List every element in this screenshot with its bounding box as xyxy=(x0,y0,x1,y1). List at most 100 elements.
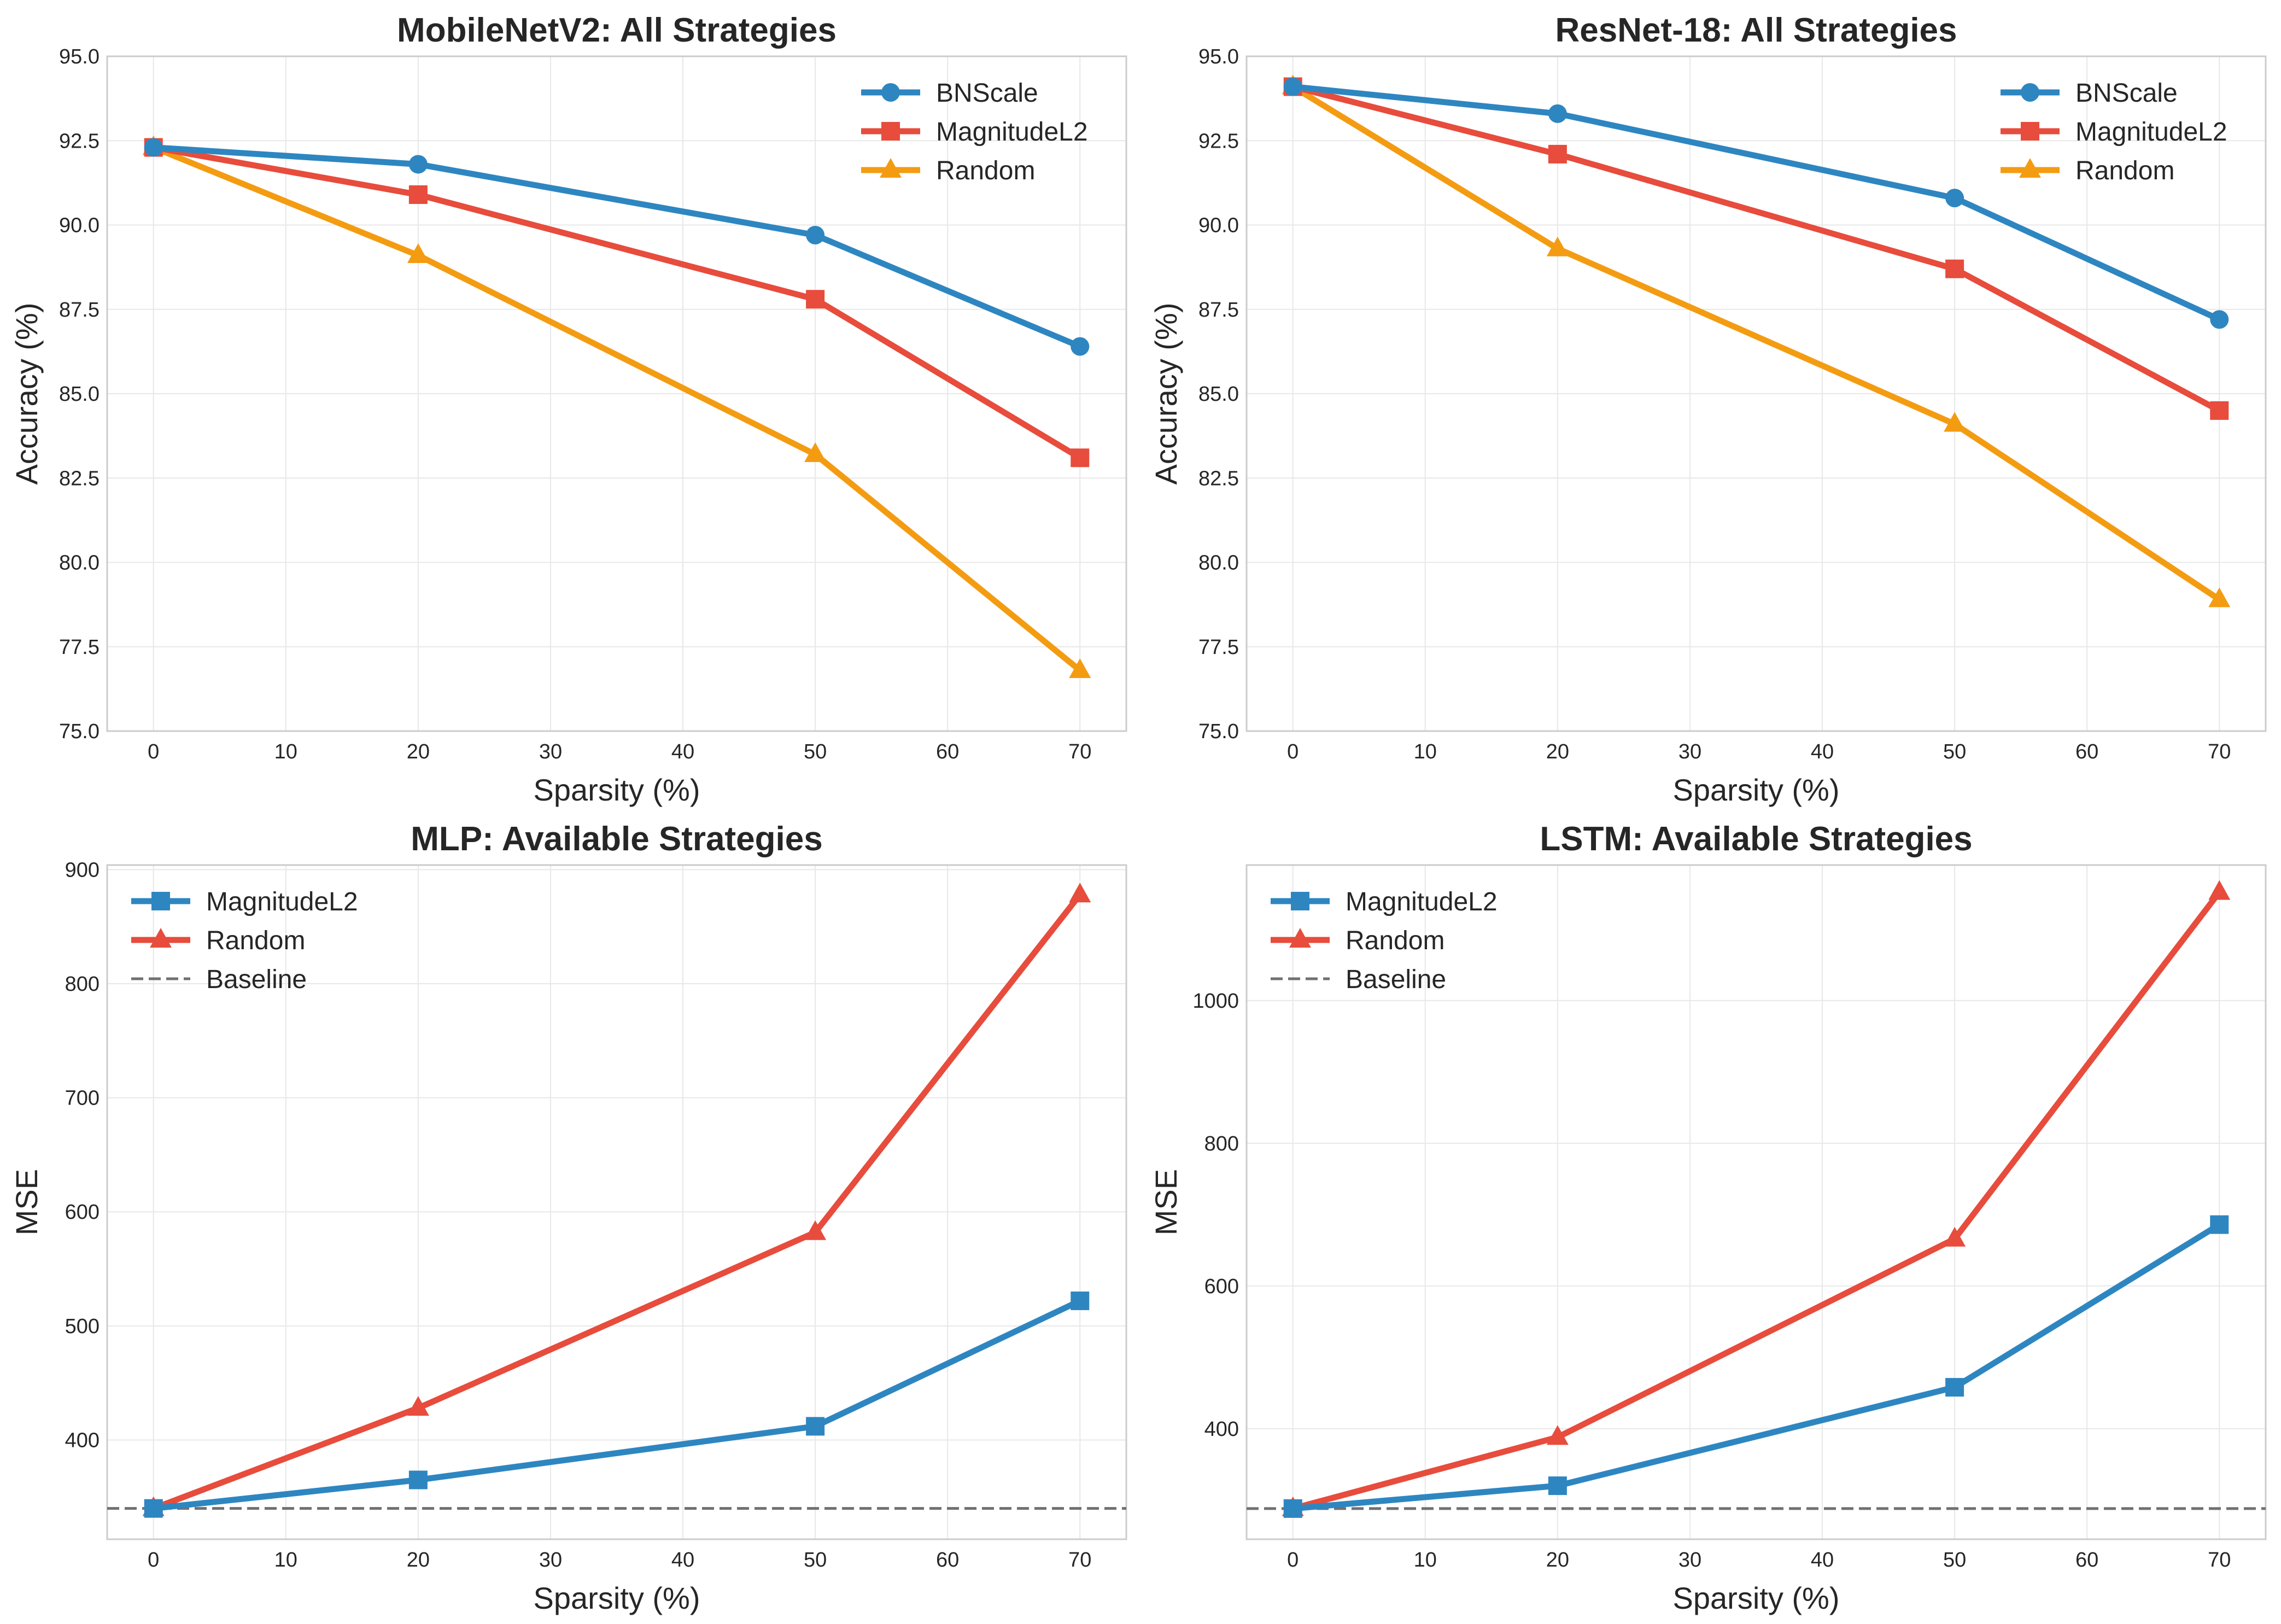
legend-marker xyxy=(151,892,170,910)
axes-frame xyxy=(1245,55,2267,732)
y-tick-label: 400 xyxy=(65,1429,100,1452)
data-point-random xyxy=(1069,883,1091,903)
y-tick-label: 92.5 xyxy=(1198,130,1239,153)
axes-frame xyxy=(106,55,1127,732)
legend-label: BNScale xyxy=(936,79,1038,108)
data-point-magnitudel2 xyxy=(1071,1291,1090,1310)
data-point-random xyxy=(1944,1226,1966,1247)
data-point-magnitudel2 xyxy=(1548,1476,1567,1496)
legend-marker xyxy=(881,122,900,141)
x-tick-label: 50 xyxy=(1943,740,1966,763)
x-tick-label: 0 xyxy=(148,740,159,763)
y-axis-label: Accuracy (%) xyxy=(1149,303,1183,485)
x-tick-label: 0 xyxy=(1287,740,1299,763)
y-axis-label: MSE xyxy=(1149,1169,1183,1235)
legend-label: MagnitudeL2 xyxy=(206,887,358,916)
series-line-random xyxy=(150,144,1083,674)
legend-marker xyxy=(880,158,902,178)
y-tick-label: 80.0 xyxy=(1198,552,1239,575)
x-tick-label: 10 xyxy=(274,740,297,763)
x-tick-label: 40 xyxy=(1811,1549,1834,1572)
data-point-random xyxy=(2208,880,2231,900)
y-tick-label: 85.0 xyxy=(59,383,100,406)
series-line-random xyxy=(1290,84,2222,603)
x-axis-label: Sparsity (%) xyxy=(534,1581,700,1615)
y-tick-label: 800 xyxy=(65,973,100,996)
x-tick-label: 10 xyxy=(1414,740,1437,763)
legend-label: Baseline xyxy=(1346,965,1446,994)
legend: MagnitudeL2 Random Baseline xyxy=(131,887,358,994)
x-tick-label: 70 xyxy=(2208,1549,2231,1572)
series-line-random xyxy=(150,891,1083,1512)
y-axis-label: Accuracy (%) xyxy=(9,303,44,485)
y-tick-label: 85.0 xyxy=(1198,383,1239,406)
legend: MagnitudeL2 Random Baseline xyxy=(1271,887,1498,994)
data-point-magnitudel2 xyxy=(1548,144,1567,163)
x-tick-label: 10 xyxy=(1414,1549,1437,1572)
axes-frame xyxy=(106,864,1127,1540)
legend-marker xyxy=(150,928,172,948)
series-line-bnscale xyxy=(1290,84,2222,323)
chart-title: MobileNetV2: All Strategies xyxy=(397,11,837,49)
data-point-random xyxy=(804,1220,827,1240)
data-point-magnitudel2 xyxy=(1283,1499,1302,1518)
data-point-magnitudel2 xyxy=(408,1470,428,1489)
data-point-random xyxy=(407,1396,429,1416)
data-point-bnscale xyxy=(1548,104,1567,123)
y-tick-label: 900 xyxy=(65,858,100,881)
x-tick-label: 30 xyxy=(539,1549,562,1572)
legend-label: MagnitudeL2 xyxy=(2075,118,2227,147)
legend-label: Baseline xyxy=(206,965,307,994)
chart-panel-2: 0 10 20 30 40 50 60 70 75.0 77.5 80.0 82.5 85.0 87.5 9… xyxy=(1149,11,2267,807)
data-point-random xyxy=(2208,587,2231,607)
series-line-random xyxy=(1290,889,2222,1512)
chart-title: ResNet-18: All Strategies xyxy=(1555,11,1957,49)
legend-marker xyxy=(2021,122,2039,141)
x-tick-label: 20 xyxy=(407,1549,430,1572)
x-tick-label: 60 xyxy=(2075,1549,2098,1572)
data-point-magnitudel2 xyxy=(2210,1215,2229,1234)
y-tick-label: 90.0 xyxy=(59,214,100,237)
y-tick-label: 75.0 xyxy=(59,720,100,743)
y-tick-label: 500 xyxy=(65,1315,100,1338)
y-axis-label: MSE xyxy=(9,1169,44,1235)
y-tick-label: 77.5 xyxy=(1198,636,1239,659)
x-tick-label: 30 xyxy=(1678,1549,1701,1572)
legend: BNScale MagnitudeL2 Random xyxy=(2001,79,2227,185)
data-point-magnitudel2 xyxy=(1945,259,1964,278)
data-point-bnscale xyxy=(408,155,428,174)
legend-marker xyxy=(2021,83,2039,102)
data-point-random xyxy=(1069,658,1091,678)
y-tick-label: 82.5 xyxy=(59,467,100,490)
series-line-magnitudel2 xyxy=(1290,1222,2222,1512)
data-point-magnitudel2 xyxy=(806,290,825,309)
series-line-bnscale xyxy=(150,144,1083,350)
x-tick-label: 50 xyxy=(804,740,827,763)
y-tick-label: 95.0 xyxy=(59,45,100,68)
y-tick-label: 87.5 xyxy=(59,299,100,322)
y-tick-label: 82.5 xyxy=(1198,467,1239,490)
legend-label: Random xyxy=(1346,926,1444,955)
x-tick-label: 40 xyxy=(671,1549,694,1572)
legend-label: BNScale xyxy=(2075,79,2178,108)
y-tick-label: 95.0 xyxy=(1198,45,1239,68)
data-point-magnitudel2 xyxy=(1945,1378,1964,1397)
series-line-magnitudel2 xyxy=(150,144,1083,461)
x-tick-label: 10 xyxy=(274,1549,297,1572)
y-tick-label: 700 xyxy=(65,1087,100,1110)
series-line-magnitudel2 xyxy=(1290,84,2222,414)
chart-title: MLP: Available Strategies xyxy=(411,820,822,858)
data-point-bnscale xyxy=(144,138,163,157)
x-axis-label: Sparsity (%) xyxy=(1673,773,1840,807)
legend: BNScale MagnitudeL2 Random xyxy=(861,79,1088,185)
x-tick-label: 70 xyxy=(1068,1549,1091,1572)
chart-panel-1: 0 10 20 30 40 50 60 70 75.0 77.5 80.0 82.5 85.0 87.5 9… xyxy=(9,11,1127,807)
y-tick-label: 92.5 xyxy=(59,130,100,153)
data-point-bnscale xyxy=(1283,77,1302,96)
data-point-bnscale xyxy=(806,226,825,245)
x-tick-label: 0 xyxy=(148,1549,159,1572)
data-point-magnitudel2 xyxy=(806,1417,825,1436)
legend-label: Random xyxy=(936,156,1035,185)
x-tick-label: 70 xyxy=(1068,740,1091,763)
